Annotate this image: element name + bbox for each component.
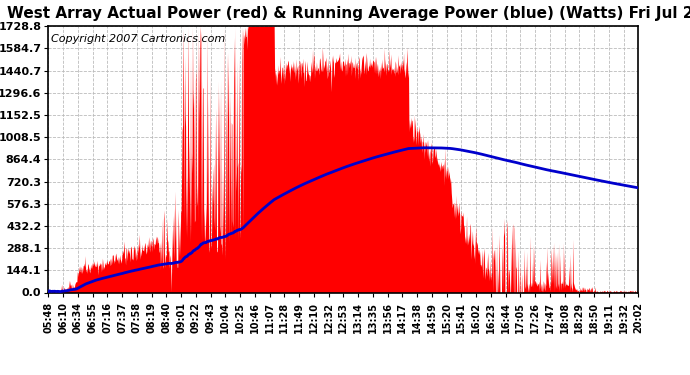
Text: Copyright 2007 Cartronics.com: Copyright 2007 Cartronics.com [51,34,226,44]
Text: West Array Actual Power (red) & Running Average Power (blue) (Watts) Fri Jul 27 : West Array Actual Power (red) & Running … [7,6,690,21]
